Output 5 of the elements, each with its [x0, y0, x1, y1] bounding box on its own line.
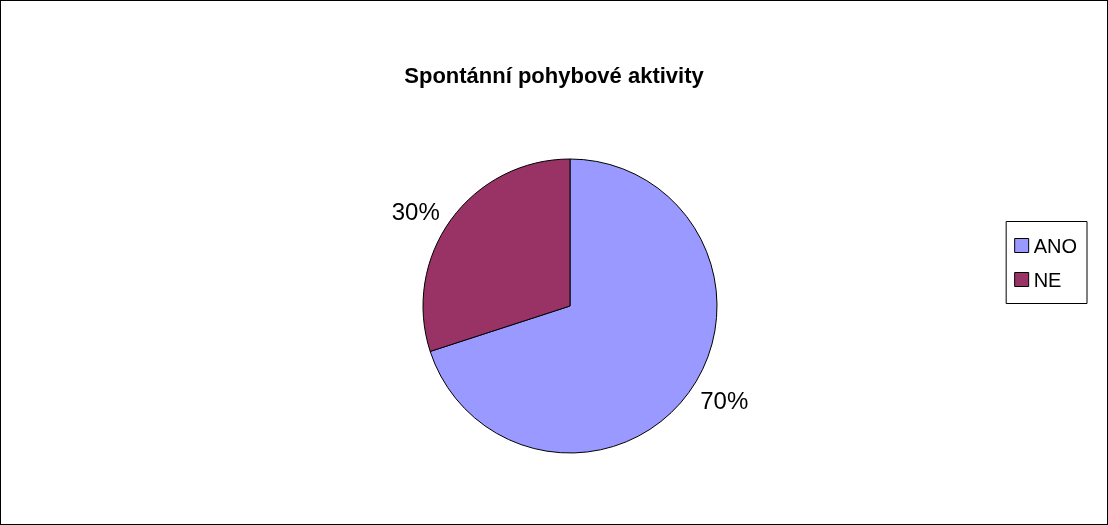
data-label: 30%	[391, 197, 440, 225]
data-label: 70%	[700, 387, 749, 415]
legend-label: ANO	[1033, 234, 1077, 257]
chart-title: Spontánní pohybové aktivity	[404, 62, 705, 88]
legend-label: NE	[1033, 268, 1062, 291]
